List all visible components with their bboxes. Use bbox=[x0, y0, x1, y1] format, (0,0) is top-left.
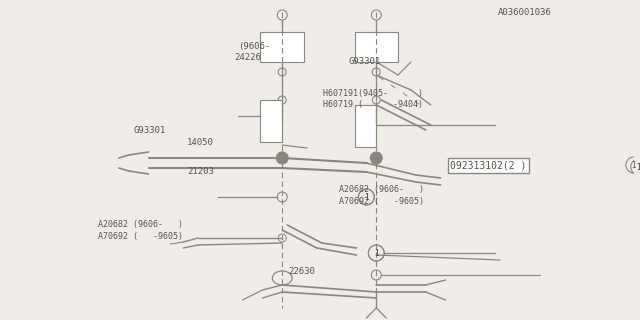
Text: 1: 1 bbox=[636, 163, 640, 172]
Text: 24226: 24226 bbox=[234, 53, 261, 62]
Bar bbox=[355, 105, 376, 147]
Text: 21203: 21203 bbox=[187, 167, 214, 176]
Text: 1: 1 bbox=[374, 249, 379, 258]
Circle shape bbox=[276, 152, 288, 164]
Text: H60719 (      -9404): H60719 ( -9404) bbox=[323, 100, 423, 109]
Text: 22630: 22630 bbox=[289, 267, 316, 276]
Text: G93301: G93301 bbox=[349, 57, 381, 66]
Text: A70692 (   -9605): A70692 ( -9605) bbox=[339, 197, 424, 206]
Bar bbox=[260, 32, 304, 62]
Text: G93301: G93301 bbox=[133, 126, 165, 135]
Text: 14050: 14050 bbox=[187, 138, 214, 147]
Text: A20682 (9606-   ): A20682 (9606- ) bbox=[339, 185, 424, 194]
Circle shape bbox=[371, 152, 382, 164]
Text: A70692 (   -9605): A70692 ( -9605) bbox=[98, 232, 183, 241]
Text: A036001036: A036001036 bbox=[498, 8, 552, 17]
Bar bbox=[260, 100, 282, 142]
Text: 1: 1 bbox=[636, 163, 640, 172]
Text: 1: 1 bbox=[364, 193, 369, 202]
Text: 1: 1 bbox=[374, 249, 379, 258]
Text: 1: 1 bbox=[632, 161, 636, 170]
Text: A20682 (9606-   ): A20682 (9606- ) bbox=[98, 220, 183, 228]
Text: 092313102(2 ): 092313102(2 ) bbox=[450, 161, 526, 171]
Text: H607191(9405-      ): H607191(9405- ) bbox=[323, 89, 423, 98]
Text: (9606-: (9606- bbox=[237, 42, 270, 51]
Text: 1: 1 bbox=[364, 193, 369, 202]
Bar bbox=[355, 32, 398, 62]
